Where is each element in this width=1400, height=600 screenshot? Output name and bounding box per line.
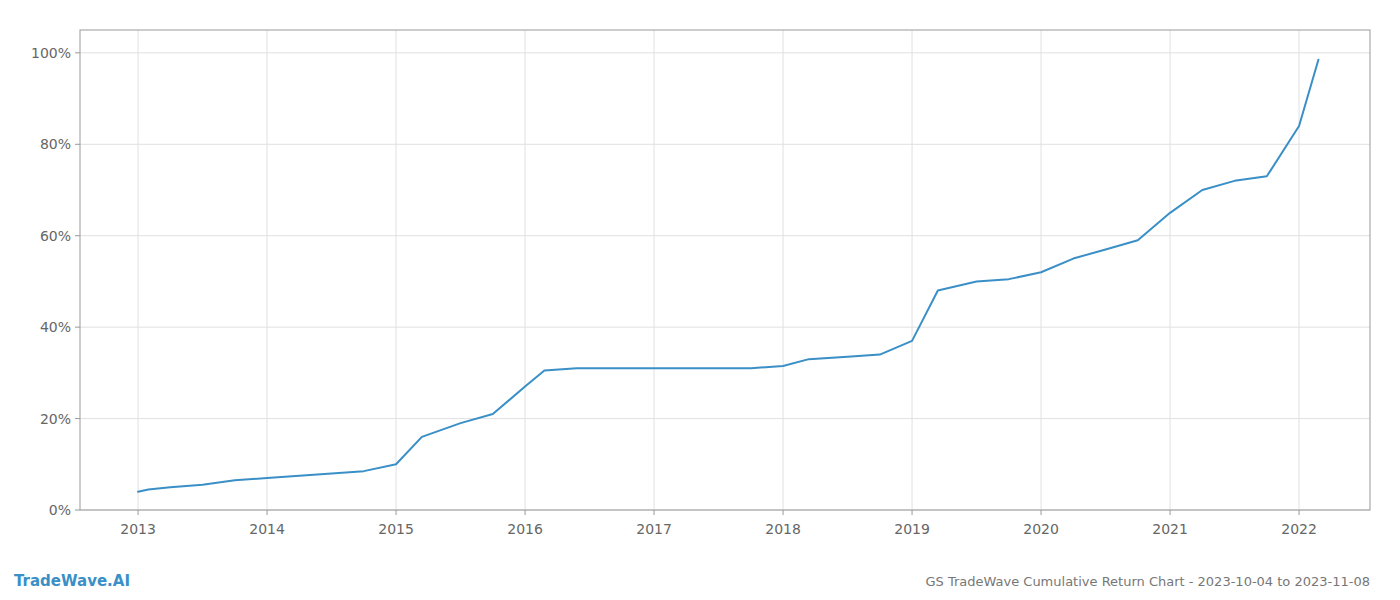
x-tick-label: 2021	[1152, 521, 1188, 537]
grid-line	[80, 327, 1370, 328]
grid-line	[396, 30, 397, 510]
grid-line	[654, 30, 655, 510]
tick-mark	[525, 510, 526, 515]
grid-line	[80, 144, 1370, 145]
x-tick-label: 2015	[378, 521, 414, 537]
tick-mark	[75, 418, 80, 419]
grid-line	[80, 52, 1370, 53]
tick-mark	[138, 510, 139, 515]
y-tick-label: 80%	[40, 136, 71, 152]
grid-line	[80, 235, 1370, 236]
tick-mark	[75, 52, 80, 53]
grid-line	[267, 30, 268, 510]
y-tick-label: 60%	[40, 228, 71, 244]
x-tick-label: 2018	[765, 521, 801, 537]
tick-mark	[75, 327, 80, 328]
grid-line	[138, 30, 139, 510]
grid-line	[1041, 30, 1042, 510]
chart: 2013 2014 2015 2016 2017 2018 2019 2020 2021 2022…	[0, 0, 1400, 600]
tick-mark	[75, 144, 80, 145]
tick-mark	[396, 510, 397, 515]
y-tick-label: 100%	[31, 45, 71, 61]
grid-line	[525, 30, 526, 510]
grid-line	[1299, 30, 1300, 510]
tick-mark	[1170, 510, 1171, 515]
x-tick-label: 2020	[1023, 521, 1059, 537]
x-tick-label: 2019	[894, 521, 930, 537]
grid-line	[80, 418, 1370, 419]
x-tick-label: 2014	[249, 521, 285, 537]
tick-mark	[654, 510, 655, 515]
tick-mark	[75, 235, 80, 236]
grid	[80, 30, 1370, 510]
y-tick-label: 20%	[40, 411, 71, 427]
tick-mark	[1299, 510, 1300, 515]
chart-container: 2013 2014 2015 2016 2017 2018 2019 2020 2021 2022…	[0, 0, 1400, 600]
tick-mark	[783, 510, 784, 515]
axes: 2013 2014 2015 2016 2017 2018 2019 2020 2021 2022…	[31, 30, 1370, 537]
x-tick-label: 2022	[1281, 521, 1317, 537]
grid-line	[783, 30, 784, 510]
y-tick-label: 40%	[40, 319, 71, 335]
x-tick-label: 2016	[507, 521, 543, 537]
tick-mark	[912, 510, 913, 515]
data-line	[138, 60, 1318, 492]
watermark: TradeWave.AI	[14, 572, 130, 590]
y-tick-label: 0%	[49, 502, 71, 518]
plot-area	[138, 60, 1318, 492]
plot-frame	[80, 30, 1370, 510]
tick-mark	[1041, 510, 1042, 515]
tick-mark	[75, 510, 80, 511]
grid-line	[912, 30, 913, 510]
grid-line	[1170, 30, 1171, 510]
tick-mark	[267, 510, 268, 515]
x-tick-label: 2017	[636, 521, 672, 537]
x-tick-label: 2013	[120, 521, 156, 537]
chart-title: GS TradeWave Cumulative Return Chart - 2…	[925, 574, 1370, 589]
